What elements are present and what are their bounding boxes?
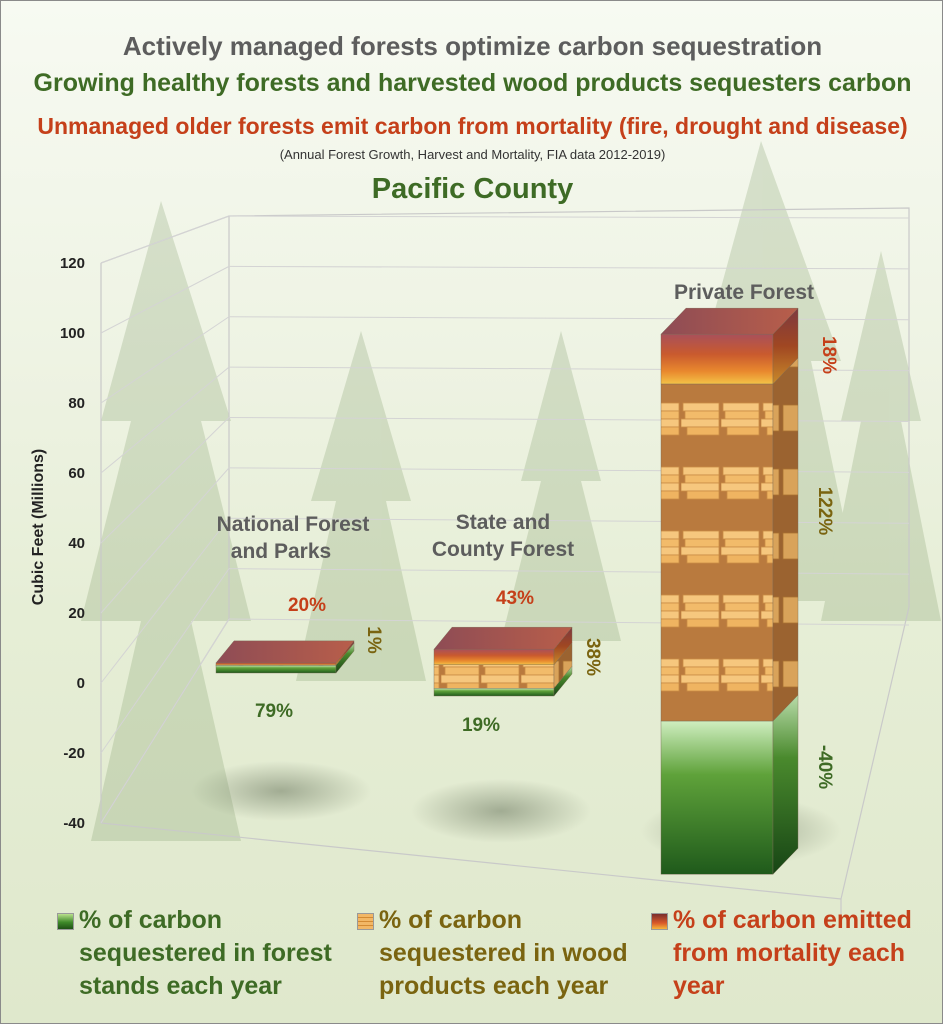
bar-0 [215, 640, 355, 674]
title-line-1: Actively managed forests optimize carbon… [122, 31, 823, 61]
source-note: (Annual Forest Growth, Harvest and Morta… [279, 147, 666, 162]
pct-label-wood-0: 1% [363, 626, 384, 654]
gridline-side [100, 568, 230, 754]
gridline-side [100, 215, 230, 264]
bar-segment-forest-side [772, 694, 799, 875]
bar-segment-mortality-front [433, 649, 555, 666]
bar-top-face [433, 627, 573, 650]
legend-forest-swatch [57, 913, 74, 930]
gridline-back [228, 215, 910, 219]
bar-top-face [660, 307, 799, 335]
y-axis-label: Cubic Feet (Millions) [30, 449, 47, 605]
category-label-private: Private Forest [674, 281, 814, 304]
bar-segment-forest-front [215, 665, 337, 674]
bar-1 [433, 626, 573, 697]
bar-segment-forest-front [433, 688, 555, 697]
gridline-side [100, 316, 230, 404]
bar-top-face [215, 640, 355, 664]
gridline-side [100, 265, 230, 334]
legend-wood-swatch [357, 913, 374, 930]
pct-label-wood-1: 38% [582, 638, 603, 676]
pct-label-forest-0: 79% [255, 701, 293, 722]
gridline-side [100, 618, 230, 824]
gridline-back [228, 265, 910, 270]
gridline-side [100, 417, 230, 544]
percent-labels: 79% 19% -40% 1% 38% 122% 20% 43% 18% [255, 336, 839, 789]
pct-label-mortality-2: 18% [818, 336, 839, 374]
shadow-state [411, 779, 591, 843]
category-label-state: State and County Forest [432, 511, 574, 561]
y-tick-label: -20 [63, 745, 85, 762]
gridline-side [100, 467, 230, 614]
legend-mortality-text: % of carbon emitted from mortality each … [673, 906, 912, 1000]
bar-segment-wood-side [772, 357, 799, 722]
y-axis-ticks: -40 -20 0 20 40 60 80 100 120 [60, 255, 85, 832]
y-tick-label: -40 [63, 815, 85, 832]
y-tick-label: 20 [68, 605, 85, 622]
pct-label-wood-2: 122% [814, 487, 835, 536]
county-title: Pacific County [371, 173, 574, 205]
gridline-side [100, 517, 230, 684]
y-tick-label: 60 [68, 465, 85, 482]
pct-label-forest-1: 19% [462, 715, 500, 736]
title-line-2: Growing healthy forests and harvested wo… [33, 69, 912, 97]
pct-label-forest-2: -40% [814, 745, 835, 789]
bar-2 [660, 307, 799, 875]
y-tick-label: 120 [60, 255, 85, 272]
y-tick-label: 0 [77, 675, 85, 692]
bar-segment-wood-front [433, 664, 555, 689]
bars [215, 307, 799, 875]
legend-wood-text: % of carbon sequestered in wood products… [379, 906, 628, 1000]
bar-segment-wood-front [660, 383, 774, 722]
shadow-national [191, 761, 371, 821]
pct-label-mortality-1: 43% [496, 588, 534, 609]
title-line-3: Unmanaged older forests emit carbon from… [37, 113, 908, 139]
background-trees [81, 141, 941, 841]
category-label-national: National Forest and Parks [217, 513, 370, 563]
pct-label-mortality-0: 20% [288, 595, 326, 616]
bar-segment-mortality-front [660, 333, 774, 385]
bar-segment-mortality-front [215, 662, 337, 666]
y-tick-label: 40 [68, 535, 85, 552]
legend-forest-text: % of carbon sequestered in forest stands… [79, 906, 332, 1000]
y-tick-label: 100 [60, 325, 85, 342]
bar-segment-forest-front [660, 720, 774, 875]
gridline-side [100, 366, 230, 474]
legend-mortality-swatch [651, 913, 668, 930]
y-tick-label: 80 [68, 395, 85, 412]
